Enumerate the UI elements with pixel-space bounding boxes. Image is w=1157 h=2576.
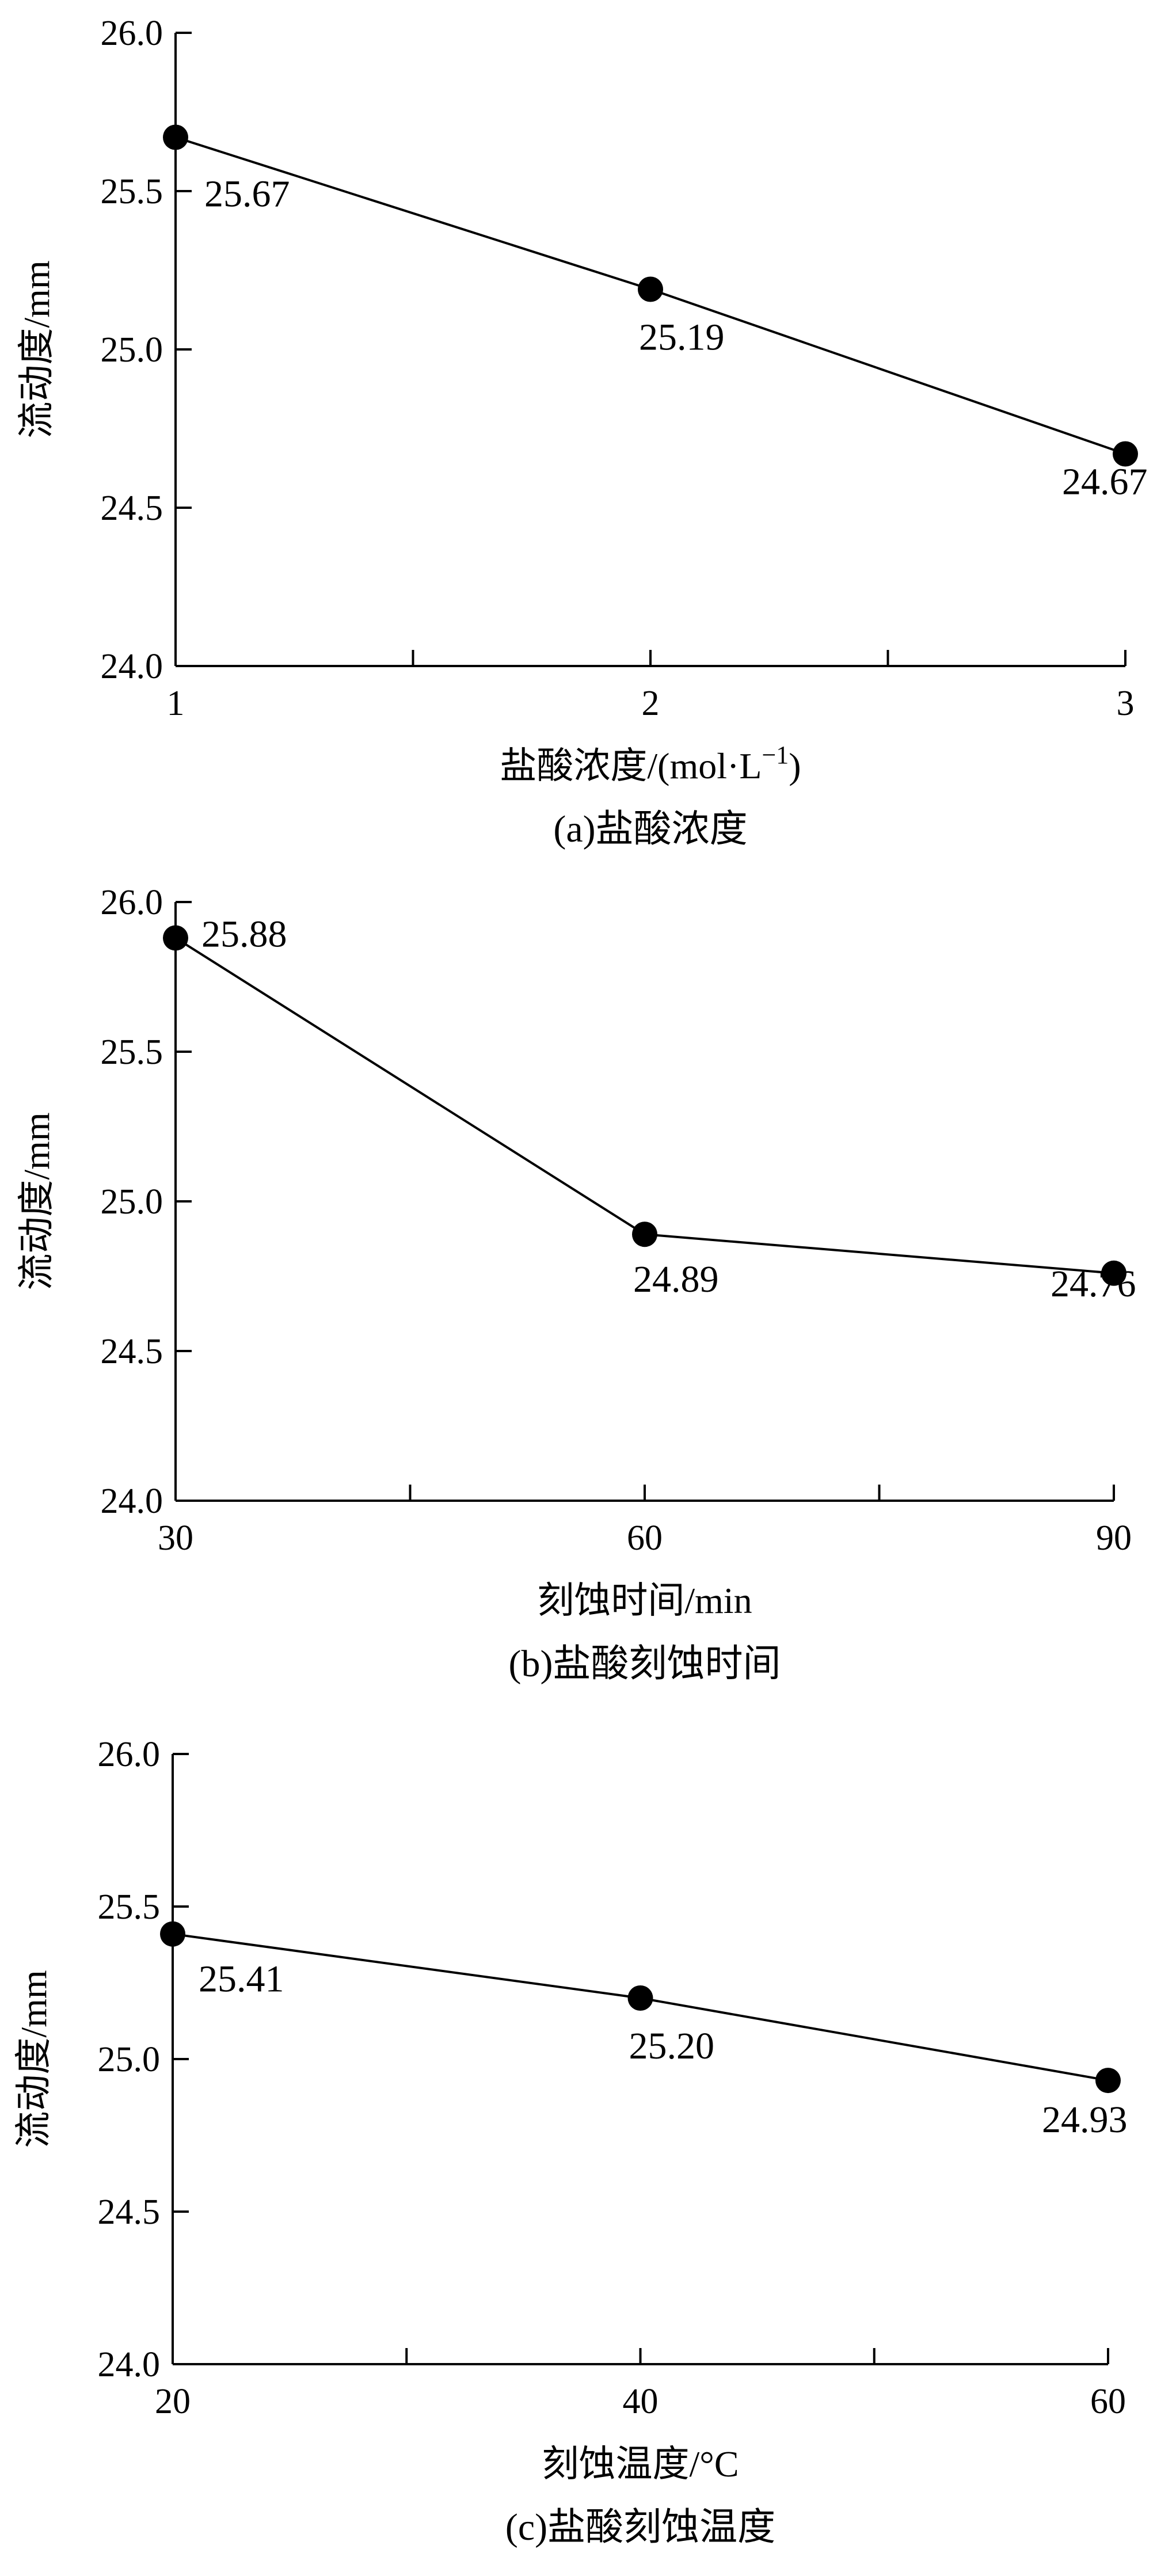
data-label: 24.76 [1051, 1263, 1136, 1305]
y-tick-label: 24.5 [98, 2193, 161, 2232]
data-point [638, 276, 663, 302]
data-point [627, 1985, 653, 2011]
data-label: 25.20 [629, 2025, 715, 2067]
x-axis-title: 刻蚀时间/min [537, 1580, 752, 1621]
y-axis-title: 流动度/mm [16, 260, 57, 438]
y-tick-label: 26.0 [101, 14, 163, 53]
data-point [1095, 2068, 1121, 2094]
data-label: 25.67 [204, 173, 290, 215]
data-label: 25.88 [201, 913, 287, 955]
panel-caption: (a)盐酸浓度 [553, 808, 747, 850]
y-tick-label: 25.0 [98, 2040, 161, 2079]
x-tick-label: 2 [642, 684, 660, 723]
data-point [1101, 1260, 1126, 1286]
y-tick-label: 25.0 [101, 1182, 163, 1222]
x-tick-label: 90 [1096, 1519, 1132, 1558]
data-label: 24.89 [633, 1258, 719, 1300]
x-tick-label: 60 [627, 1519, 663, 1558]
data-point [1113, 441, 1138, 467]
chart-panel-2: 24.0 24.5 25.0 25.5 26.0 30 60 90 25.88 24.89 24.7… [16, 883, 1136, 1685]
y-tick-label: 24.5 [101, 1332, 163, 1371]
x-axis-title-superscript: −1 [762, 741, 789, 769]
x-axis-title-suffix: ) [789, 745, 801, 786]
y-tick-label: 25.0 [101, 330, 163, 370]
panel-caption: (b)盐酸刻蚀时间 [509, 1643, 781, 1685]
x-axis-title: 盐酸浓度/(mol·L−1) [500, 741, 801, 786]
data-point [163, 925, 188, 951]
data-label: 24.67 [1062, 461, 1148, 503]
x-tick-label: 30 [158, 1519, 193, 1558]
panel-caption: (c)盐酸刻蚀温度 [505, 2506, 775, 2548]
y-tick-label: 24.0 [101, 1482, 163, 1521]
y-tick-label: 24.0 [98, 2345, 161, 2384]
y-tick-label: 25.5 [101, 1033, 163, 1072]
y-tick-label: 24.0 [101, 647, 163, 686]
data-point [632, 1222, 657, 1247]
data-point [160, 1921, 185, 1947]
x-tick-label: 3 [1117, 684, 1135, 723]
y-tick-label: 26.0 [101, 883, 163, 922]
x-axis-title: 刻蚀温度/°C [542, 2444, 739, 2484]
y-axis-title: 流动度/mm [13, 1970, 54, 2148]
x-tick-label: 1 [167, 684, 185, 723]
data-label: 24.93 [1042, 2099, 1128, 2141]
y-tick-label: 25.5 [98, 1888, 161, 1927]
y-tick-label: 24.5 [101, 489, 163, 528]
y-tick-label: 25.5 [101, 172, 163, 211]
chart-panel-3: 24.0 24.5 25.0 25.5 26.0 20 40 60 25.41 25.20 24.9… [13, 1735, 1128, 2548]
data-point [163, 124, 188, 150]
data-label: 25.41 [199, 1958, 284, 2000]
y-axis-title: 流动度/mm [16, 1112, 57, 1290]
x-tick-label: 20 [155, 2382, 191, 2421]
y-tick-label: 26.0 [98, 1735, 161, 1774]
chart-panel-1: 24.0 24.5 25.0 25.5 26.0 1 2 3 25.67 25.19 24.67 流动… [16, 14, 1148, 850]
x-tick-label: 40 [623, 2382, 659, 2421]
data-label: 25.19 [639, 317, 725, 359]
x-tick-label: 60 [1090, 2382, 1126, 2421]
